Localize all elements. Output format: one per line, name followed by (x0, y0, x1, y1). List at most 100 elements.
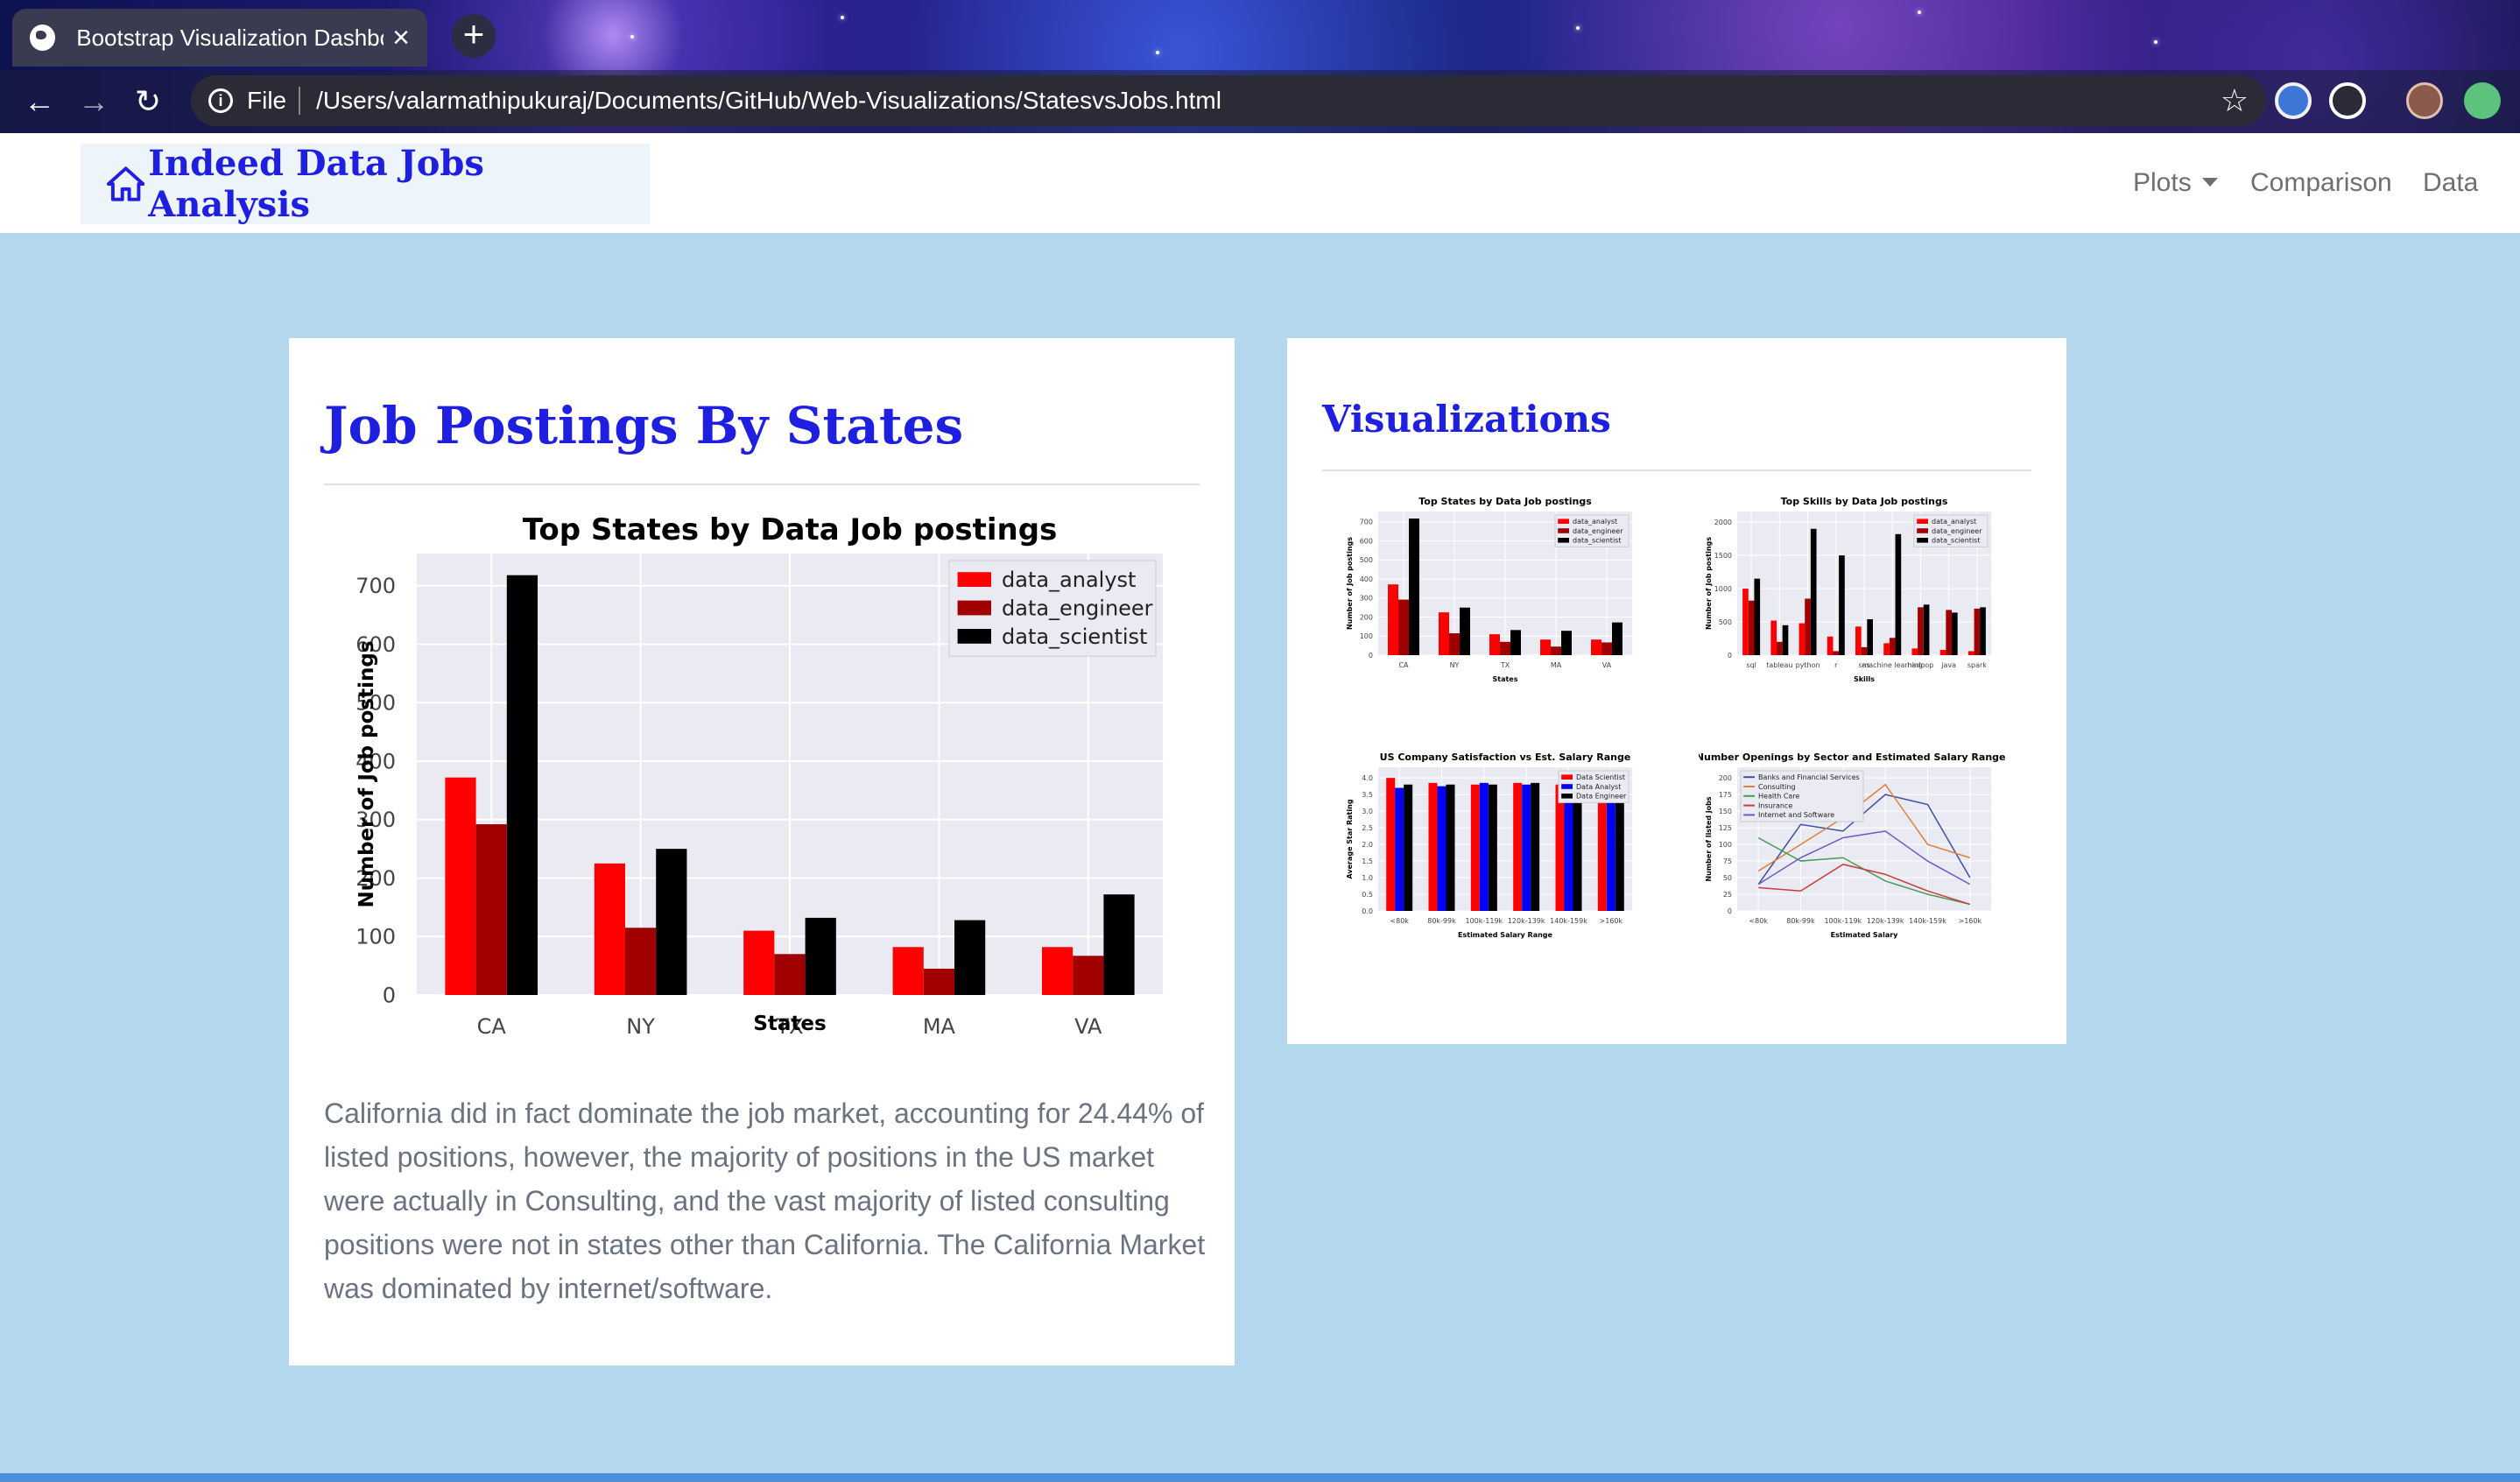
y-tick-label: 200 (1719, 774, 1732, 782)
thumbnail-satisfaction-chart[interactable]: US Company Satisfaction vs Est. Salary R… (1340, 750, 1646, 960)
bar-data_engineer (1946, 610, 1952, 655)
y-tick-label: 100 (355, 925, 396, 949)
bar-data_analyst (1827, 636, 1834, 655)
extension-icon[interactable] (2329, 82, 2366, 119)
bar-data_engineer (1974, 608, 1981, 655)
y-tick-label: 300 (1360, 595, 1373, 603)
bar-data_analyst (1798, 623, 1806, 655)
bar-data_engineer (1777, 641, 1783, 655)
browser-tab[interactable]: Bootstrap Visualization Dashboard × (12, 9, 427, 67)
y-tick-label: 100 (1360, 632, 1373, 640)
bar-data_scientist (805, 917, 836, 995)
line-banks-and-financial-services (1757, 794, 1971, 886)
x-tick-label: NY (1450, 661, 1460, 669)
chart-title: Top States by Data Job postings (1418, 496, 1592, 507)
new-tab-button[interactable]: + (452, 14, 496, 58)
thumbnail-sector-chart[interactable]: Number Openings by Sector and Estimated … (1699, 750, 2005, 960)
legend-label: data_scientist (1002, 625, 1147, 649)
bar-data_scientist (656, 849, 687, 995)
bar-data_engineer (1833, 651, 1840, 655)
bar-data_analyst (1911, 648, 1918, 655)
y-tick-label: 3.5 (1362, 791, 1373, 799)
x-tick-label: sql (1746, 661, 1756, 669)
chart-description: California did in fact dominate the job … (324, 1097, 1206, 1304)
y-axis-label: Number of Job postings (1705, 537, 1713, 630)
star-decoration (1156, 51, 1159, 54)
address-url: /Users/valarmathipukuraj/Documents/GitHu… (316, 87, 1221, 114)
x-tick-label: sas (1858, 661, 1869, 669)
x-tick-label: python (1796, 661, 1820, 669)
thumbnail-skills-chart[interactable]: Top Skills by Data Job postings 0 500 1000 1… (1699, 494, 2005, 695)
y-axis-label: Number of Job postings (1346, 537, 1354, 630)
bar-data_analyst (1939, 649, 1946, 655)
bar-data_scientist (1560, 631, 1572, 655)
legend-label: data_analyst (1573, 518, 1617, 526)
extension-icon[interactable] (2275, 82, 2312, 119)
bar-data-engineer (1488, 784, 1497, 911)
bar-data-engineer (1573, 784, 1582, 911)
divider (324, 483, 1200, 485)
bar-data-analyst (1395, 787, 1404, 911)
x-tick-label: 80k-99k (1427, 917, 1456, 925)
chart-title: US Company Satisfaction vs Est. Salary R… (1380, 752, 1631, 763)
thumbnail-states-chart[interactable]: Top States by Data Job postings 0 100 200 30… (1340, 494, 1646, 695)
bar-data_engineer (1805, 598, 1811, 655)
star-icon[interactable]: ☆ (2220, 82, 2249, 118)
legend-label: Data Engineer (1576, 793, 1627, 801)
bar-data_scientist (1839, 555, 1845, 655)
nav-data[interactable]: Data (2423, 168, 2479, 197)
x-tick-label: machine learning (1862, 661, 1923, 669)
x-axis-label: Skills (1854, 675, 1875, 683)
nav-comparison[interactable]: Comparison (2250, 168, 2392, 197)
brand-link[interactable]: Indeed Data Jobs Analysis (81, 143, 650, 225)
y-tick-label: 700 (355, 574, 396, 598)
bar-data_analyst (892, 947, 924, 995)
bar-data_analyst (1883, 643, 1890, 655)
y-axis-label: Average Star Rating (1346, 799, 1354, 879)
x-tick-label: tableau (1766, 661, 1792, 669)
address-divider (299, 87, 301, 115)
y-tick-label: 0 (1728, 652, 1732, 660)
legend-swatch (1558, 528, 1569, 533)
bar-data_scientist (954, 920, 986, 995)
x-tick-label: 100k-119k (1465, 917, 1503, 925)
line-internet-and-software (1757, 830, 1971, 886)
x-tick-label: TX (775, 1014, 803, 1039)
legend-label: data_scientist (1932, 537, 1980, 545)
bar-data_analyst (1742, 589, 1749, 655)
close-icon[interactable]: × (392, 21, 410, 54)
star-decoration (1576, 26, 1580, 30)
bar-data-engineer (1531, 782, 1540, 911)
address-scheme: File (247, 87, 287, 114)
legend-swatch (1917, 528, 1928, 533)
nav-plots-label: Plots (2133, 168, 2192, 197)
bar-data_analyst (445, 777, 476, 995)
bar-data_scientist (1611, 622, 1623, 655)
avatar[interactable] (2406, 82, 2443, 119)
legend-swatch (957, 572, 991, 587)
footer-bar (0, 1473, 2520, 1482)
info-icon[interactable]: i (208, 88, 233, 113)
nav-plots-dropdown[interactable]: Plots (2133, 168, 2218, 198)
star-decoration (1918, 11, 1921, 14)
bar-data_engineer (923, 968, 955, 995)
y-tick-label: 700 (1360, 519, 1373, 526)
bar-data_scientist (1810, 528, 1817, 655)
brand-title: Indeed Data Jobs Analysis (148, 143, 484, 225)
caret-down-icon (2201, 178, 2218, 187)
address-bar[interactable]: i File /Users/valarmathipukuraj/Document… (191, 75, 2266, 126)
globe-icon (30, 25, 56, 51)
y-tick-label: 0 (1728, 907, 1732, 915)
x-axis-label: States (1493, 675, 1518, 683)
visualizations-title: Visualizations (1322, 398, 1611, 441)
reload-button[interactable]: ↻ (134, 83, 162, 119)
star-decoration (630, 35, 634, 39)
x-tick-label: CA (477, 1014, 507, 1039)
forward-button[interactable]: → (78, 83, 109, 119)
update-icon[interactable] (2464, 82, 2501, 119)
x-tick-label: MA (1551, 661, 1562, 669)
bar-data_engineer (1449, 633, 1460, 655)
x-tick-label: <80k (1390, 917, 1409, 925)
back-button[interactable]: ← (24, 83, 55, 119)
y-tick-label: 1500 (1714, 552, 1732, 560)
